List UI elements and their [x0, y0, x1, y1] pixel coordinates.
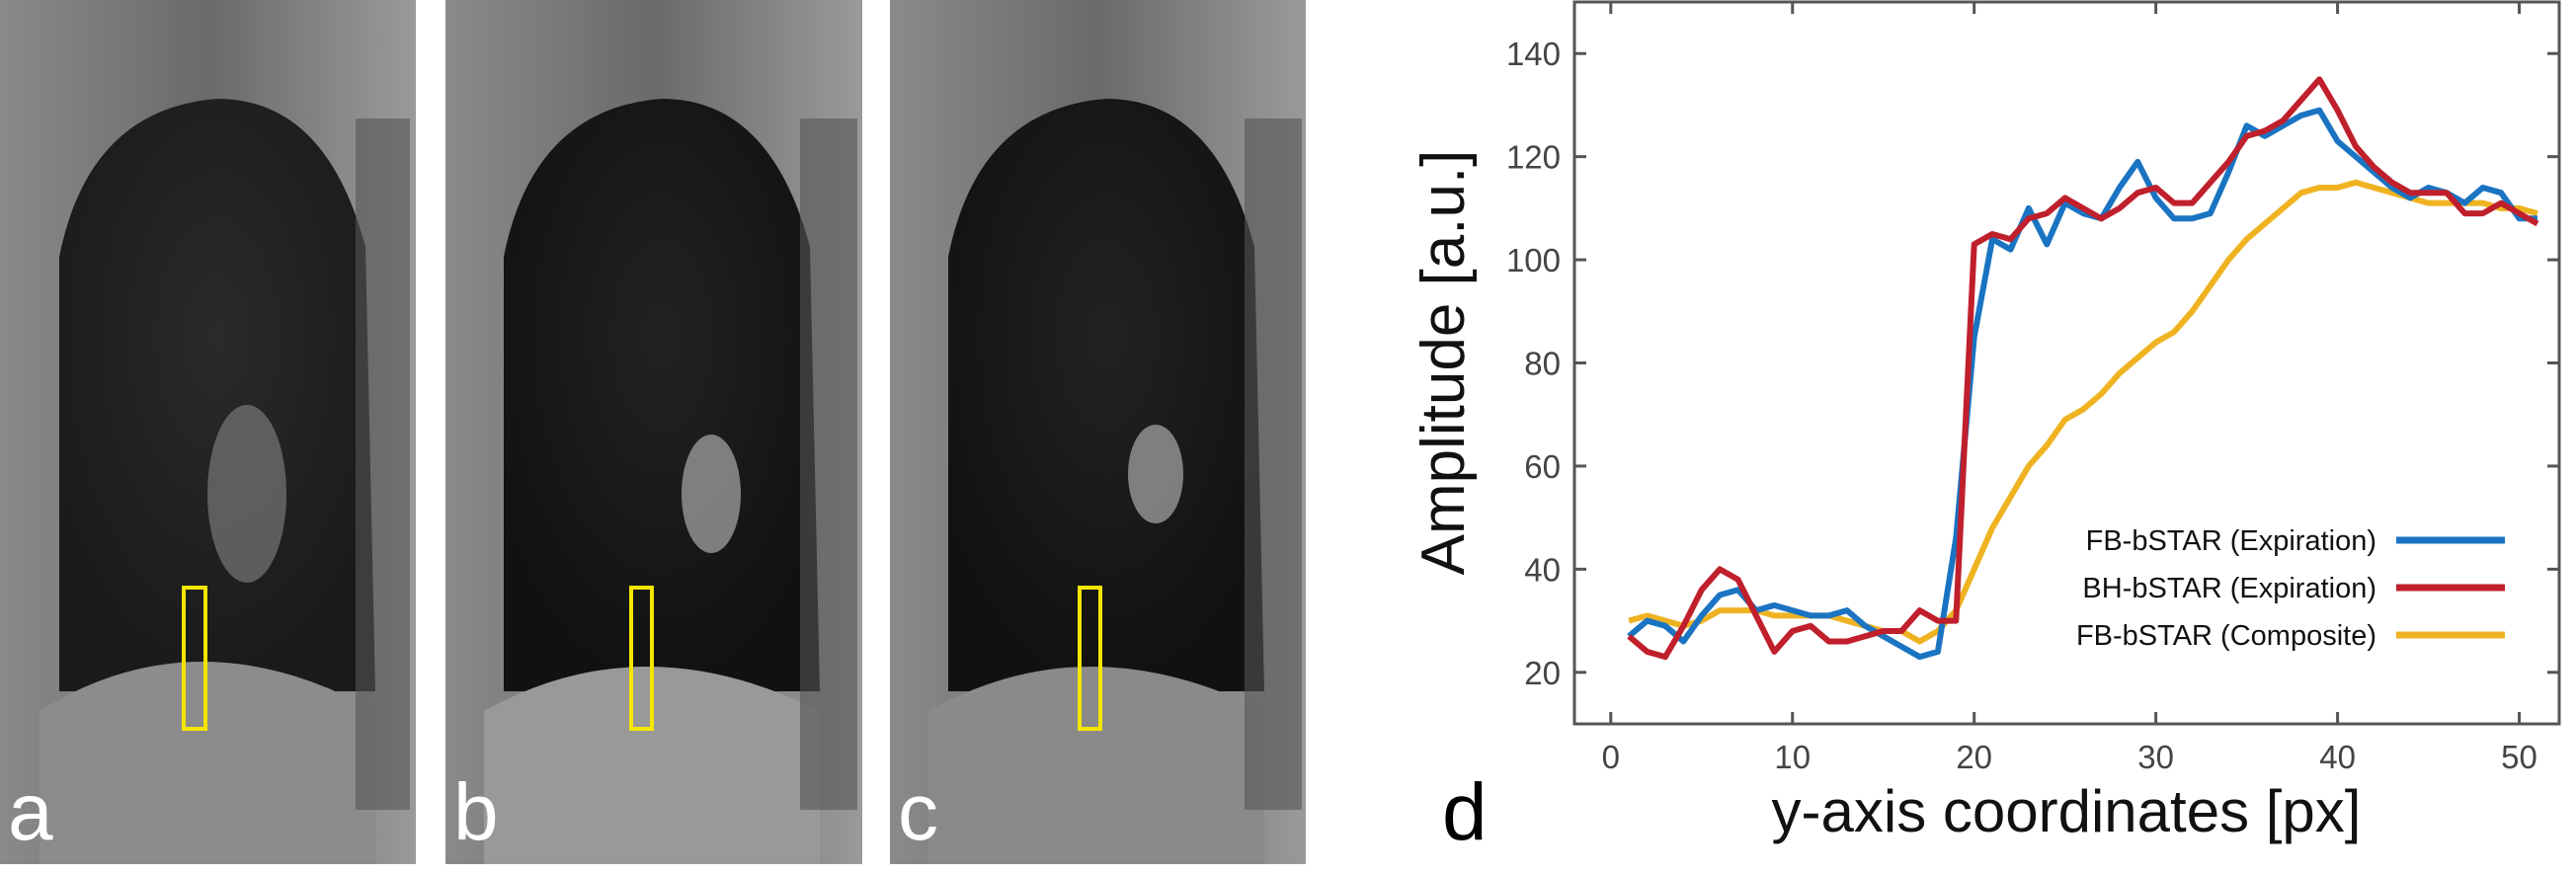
- x-tick-label: 10: [1774, 739, 1811, 775]
- series-line: [1627, 76, 2539, 661]
- y-tick-label: 80: [1524, 346, 1561, 382]
- x-tick-label: 20: [1956, 739, 1992, 775]
- legend-label: BH-bSTAR (Expiration): [2082, 573, 2376, 604]
- legend-label: FB-bSTAR (Composite): [2076, 620, 2376, 652]
- mri-panel: c: [890, 0, 1306, 864]
- panel-label: c: [898, 767, 938, 857]
- series-line: [1627, 107, 2537, 661]
- plot-frame: [1572, 0, 2561, 726]
- panel-label: d: [1442, 767, 1488, 857]
- y-tick-label: 40: [1524, 551, 1561, 588]
- series-line: [1628, 179, 2538, 645]
- panel-label: b: [453, 767, 499, 857]
- y-tick-label: 140: [1506, 36, 1561, 72]
- legend-label: FB-bSTAR (Expiration): [2086, 525, 2376, 557]
- y-tick-label: 20: [1524, 655, 1561, 691]
- mri-panel: a: [0, 0, 416, 864]
- panel-label: a: [8, 767, 53, 857]
- x-axis-label: y-axis coordinates [px]: [1772, 778, 2362, 844]
- y-tick-label: 100: [1506, 242, 1561, 278]
- y-tick-label: 120: [1506, 139, 1561, 176]
- y-tick-label: 60: [1524, 448, 1561, 485]
- x-tick-label: 50: [2501, 739, 2537, 775]
- mri-panel: b: [445, 0, 862, 864]
- x-tick-label: 40: [2319, 739, 2356, 775]
- y-axis-label: Amplitude [a.u.]: [1409, 150, 1478, 576]
- x-tick-label: 30: [2137, 739, 2174, 775]
- x-tick-label: 0: [1602, 739, 1620, 775]
